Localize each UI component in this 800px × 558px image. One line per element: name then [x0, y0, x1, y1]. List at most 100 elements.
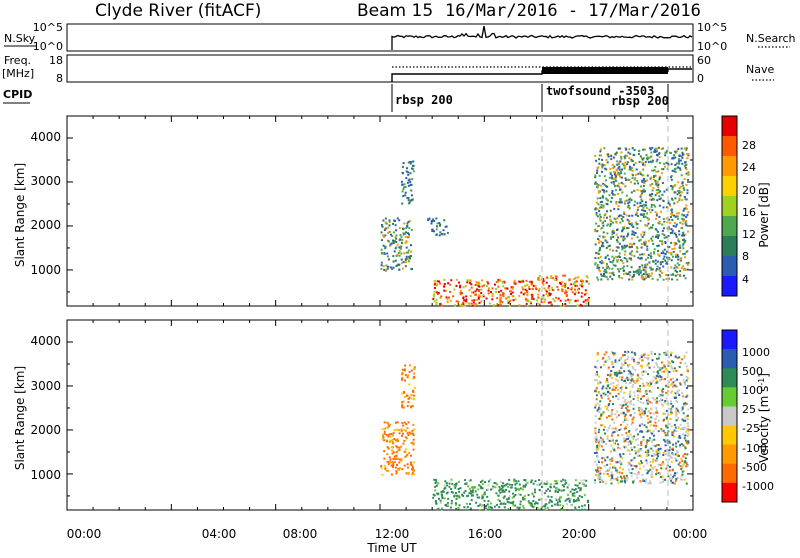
radar-cell [630, 181, 632, 184]
radar-cell [523, 292, 526, 295]
radar-cell [626, 227, 629, 230]
radar-cell [660, 367, 663, 370]
radar-cell [618, 186, 621, 188]
radar-cell [525, 279, 528, 282]
radar-cell [669, 412, 672, 415]
radar-cell [683, 178, 686, 180]
radar-cell [392, 465, 394, 468]
radar-cell [662, 412, 665, 415]
radar-cell [650, 351, 653, 354]
radar-cell [668, 449, 671, 452]
radar-cell [580, 285, 583, 288]
radar-cell [668, 477, 671, 480]
radar-cell [652, 370, 655, 373]
radar-cell [446, 300, 449, 303]
radar-cell [448, 485, 451, 488]
radar-cell [618, 376, 621, 379]
radar-cell [665, 274, 667, 276]
radar-cell [388, 433, 391, 436]
radar-cell [400, 245, 403, 248]
radar-cell [607, 245, 610, 248]
radar-cell [402, 162, 405, 165]
velocity-panel: 4000 3000 2000 1000 Slant Range [km] [13, 319, 694, 512]
radar-cell [647, 256, 649, 259]
radar-cell [666, 221, 669, 224]
radar-cell [646, 429, 649, 432]
radar-cell [636, 236, 639, 239]
radar-cell [586, 276, 589, 279]
radar-cell [646, 207, 648, 209]
radar-cell [648, 156, 651, 159]
radar-cell [477, 296, 480, 299]
radar-cell [684, 447, 687, 450]
radar-cell [605, 443, 607, 446]
radar-cell [623, 479, 626, 482]
radar-cell [615, 246, 618, 248]
radar-cell [662, 461, 664, 464]
radar-cell [562, 274, 565, 277]
radar-cell [633, 189, 635, 192]
radar-cell [545, 489, 548, 492]
radar-cell [599, 469, 601, 472]
radar-cell [664, 444, 667, 447]
radar-cell [685, 402, 688, 405]
radar-cell [681, 217, 684, 220]
radar-cell [613, 217, 616, 220]
radar-cell [672, 381, 675, 384]
radar-cell [469, 503, 471, 505]
radar-cell [395, 229, 398, 232]
radar-cell [665, 217, 668, 220]
radar-cell [576, 304, 579, 307]
radar-cell [652, 434, 655, 437]
radar-cell [387, 435, 390, 438]
radar-cell [626, 161, 629, 164]
radar-cell [622, 237, 625, 240]
radar-cell [482, 294, 485, 297]
radar-cell [411, 178, 414, 181]
radar-cell [670, 411, 672, 414]
radar-cell [642, 148, 645, 151]
radar-cell [411, 268, 413, 271]
radar-cell [668, 381, 671, 384]
radar-cell [641, 374, 644, 377]
radar-cell [677, 417, 680, 419]
radar-cell [405, 437, 408, 440]
radar-cell [517, 493, 520, 496]
radar-cell [579, 303, 582, 306]
radar-cell [618, 276, 621, 279]
radar-cell [479, 295, 482, 298]
radar-cell [676, 356, 679, 359]
beam-label: Beam 15 [357, 1, 433, 21]
colorbar-swatch [722, 444, 737, 465]
radar-cell [489, 478, 492, 481]
radar-cell [667, 202, 670, 205]
radar-cell [623, 246, 625, 249]
radar-cell [602, 266, 604, 269]
radar-cell [624, 250, 627, 253]
radar-cell [677, 392, 680, 395]
radar-cell [629, 274, 631, 277]
radar-cell [656, 471, 658, 474]
radar-cell [579, 487, 582, 490]
radar-cell [524, 288, 527, 291]
radar-cell [381, 473, 384, 476]
radar-cell [538, 275, 541, 277]
radar-cell [538, 279, 541, 282]
radar-cell [626, 409, 629, 411]
radar-cell [599, 472, 602, 475]
radar-cell [680, 468, 683, 471]
radar-cell [398, 432, 401, 435]
radar-cell [670, 456, 673, 459]
radar-cell [562, 478, 565, 481]
radar-cell [655, 214, 658, 217]
radar-cell [613, 430, 616, 433]
radar-cell [440, 490, 443, 493]
radar-cell [406, 394, 409, 397]
radar-cell [675, 369, 678, 372]
radar-cell [637, 182, 640, 185]
radar-cell [587, 296, 590, 299]
radar-cell [627, 440, 630, 443]
radar-cell [562, 489, 565, 492]
radar-cell [440, 302, 443, 305]
radar-cell [564, 274, 566, 277]
